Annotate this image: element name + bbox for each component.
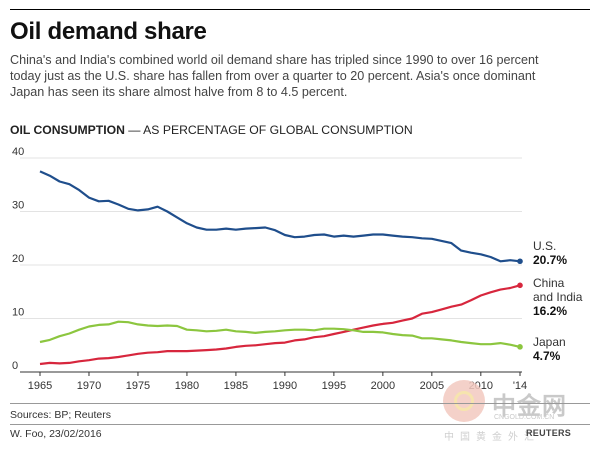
series-value-label: 4.7% (533, 349, 561, 363)
footer-rule-2 (10, 424, 590, 425)
top-rule (10, 9, 590, 10)
chart-heading-bold: OIL CONSUMPTION (10, 123, 125, 137)
series-name-label: and India (533, 290, 583, 304)
reuters-logo: REUTERS (526, 428, 572, 438)
x-tick-label: 2000 (371, 380, 395, 392)
series-name-label: Japan (533, 335, 566, 349)
x-tick-label: 2005 (420, 380, 444, 392)
x-tick-label: 1970 (77, 380, 101, 392)
watermark-subtext: 中国黄金外汇 (444, 432, 540, 443)
watermark-badge-icon (443, 380, 485, 422)
x-tick-label: 1985 (224, 380, 248, 392)
y-tick-label: 20 (12, 253, 24, 265)
series-end-point-u-s (517, 258, 523, 265)
x-tick-label: 1965 (28, 380, 52, 392)
y-tick-label: 10 (12, 307, 24, 319)
watermark-text: 中金网 (492, 393, 567, 420)
x-tick-label: 1980 (175, 380, 199, 392)
credit-note: W. Foo, 23/02/2016 (10, 428, 102, 440)
y-tick-label: 30 (12, 200, 24, 212)
page-title: Oil demand share (10, 18, 207, 45)
x-tick-label: 1975 (126, 380, 150, 392)
x-tick-label: 1995 (322, 380, 346, 392)
chart-heading-rest: — AS PERCENTAGE OF GLOBAL CONSUMPTION (124, 123, 413, 137)
series-name-label: U.S. (533, 239, 556, 253)
series-line-china-and-india (39, 284, 521, 366)
x-tick-label: 1990 (273, 380, 297, 392)
series-line-japan (39, 320, 521, 348)
y-tick-label: 0 (12, 360, 18, 372)
footer-rule (10, 403, 590, 404)
page-subtitle: China's and India's combined world oil d… (10, 53, 539, 99)
series-value-label: 16.2% (533, 304, 567, 318)
y-tick-label: 40 (12, 146, 24, 158)
series-line-u-s (39, 170, 521, 263)
series-end-point-china-and-india (517, 282, 523, 289)
series-name-label: China (533, 276, 565, 290)
x-tick-label: '14 (513, 380, 527, 392)
chart-heading: OIL CONSUMPTION — AS PERCENTAGE OF GLOBA… (10, 123, 413, 137)
series-value-label: 20.7% (533, 253, 567, 267)
source-note: Sources: BP; Reuters (10, 409, 111, 421)
watermark-url: CNGOLD.COM.CN (494, 414, 555, 421)
series-end-point-japan (517, 344, 523, 350)
